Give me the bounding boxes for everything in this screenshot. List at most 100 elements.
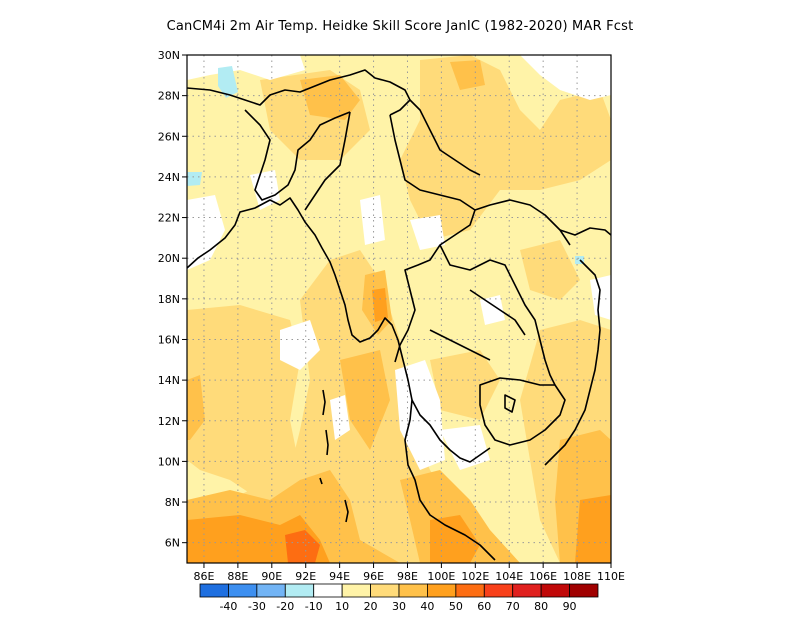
lon-tick-label: 108E: [563, 570, 591, 583]
map-title: CanCM4i 2m Air Temp. Heidke Skill Score …: [166, 19, 634, 34]
colorbar-label: 90: [563, 600, 577, 613]
field-0: [187, 195, 225, 270]
field-neg10-0: [218, 66, 238, 98]
field-0: [280, 320, 320, 370]
colorbar-label: -10: [305, 600, 323, 613]
graticule: [187, 55, 611, 563]
map-frame: [186, 54, 612, 564]
colorbar-label: 40: [420, 600, 434, 613]
island: [504, 394, 516, 413]
coastline: [544, 259, 601, 466]
lon-tick-label: 102E: [461, 570, 489, 583]
lat-tick-label: 22N: [158, 212, 180, 225]
map-axes: 30N 28N 26N 24N 22N 20N 18N 16N 14N 12N 10N 8N 6N 86E…: [158, 49, 625, 583]
colorbar-swatch: [284, 583, 315, 598]
coastline: [187, 197, 496, 561]
lat-tick-label: 28N: [158, 90, 180, 103]
colorbar-label: 50: [449, 600, 463, 613]
colorbar-swatch: [256, 583, 286, 598]
border: [439, 244, 556, 386]
colorbar-swatch: [199, 583, 229, 598]
lat-tick-label: 24N: [158, 171, 180, 184]
field-0: [330, 395, 350, 440]
lat-tick-label: 12N: [158, 415, 180, 428]
colorbar-swatch: [569, 583, 599, 598]
border: [479, 377, 566, 446]
coastline: [559, 227, 611, 236]
field-40-50: [372, 288, 388, 322]
coastline: [411, 399, 491, 463]
field-0: [480, 295, 505, 325]
shaded-field: [187, 55, 611, 563]
colorbar-label: 80: [534, 600, 548, 613]
field-30-40: [450, 60, 485, 90]
lon-tick-label: 94E: [329, 570, 350, 583]
colorbar-swatch: [540, 583, 570, 598]
island: [344, 499, 349, 523]
field-50-60: [285, 530, 320, 563]
colorbar-swatch: [455, 583, 485, 598]
lon-tick-label: 90E: [261, 570, 282, 583]
border: [304, 111, 351, 211]
field-0: [590, 275, 611, 320]
colorbar-label: -20: [276, 600, 294, 613]
colorbar-swatch: [427, 583, 457, 598]
lat-tick-label: 6N: [165, 537, 180, 550]
colorbar-label: 60: [477, 600, 491, 613]
colorbar-swatch: [341, 583, 371, 598]
lon-tick-label: 86E: [193, 570, 214, 583]
lon-tick-label: 98E: [397, 570, 418, 583]
field-neg10-0: [187, 172, 202, 186]
field-20-30: [430, 350, 500, 420]
lon-tick-label: 88E: [227, 570, 248, 583]
lon-tick-label: 106E: [529, 570, 557, 583]
lon-tick-label: 110E: [597, 570, 625, 583]
lat-tick-label: 8N: [165, 496, 180, 509]
lat-tick-label: 16N: [158, 333, 180, 346]
lat-tick-label: 14N: [158, 374, 180, 387]
lat-tick-label: 18N: [158, 293, 180, 306]
colorbar-label: 20: [364, 600, 378, 613]
border: [469, 289, 526, 336]
border: [389, 114, 476, 363]
colorbar-swatch: [313, 583, 343, 598]
field-30-40: [340, 350, 390, 450]
lat-tick-label: 26N: [158, 130, 180, 143]
field-20-30: [520, 240, 580, 300]
lon-tick-label: 96E: [363, 570, 384, 583]
colorbar-label: -30: [248, 600, 266, 613]
lon-tick-label: 104E: [495, 570, 523, 583]
colorbar-label: 70: [506, 600, 520, 613]
field-0: [440, 425, 490, 470]
lat-tick-label: 20N: [158, 252, 180, 265]
island: [322, 389, 326, 416]
field-0: [410, 215, 445, 250]
colorbar-swatch: [483, 583, 514, 598]
island: [325, 429, 329, 456]
lon-tick-label: 100E: [427, 570, 455, 583]
field-20-30: [400, 55, 611, 240]
colorbar-swatch: [398, 583, 428, 598]
colorbar-swatch: [370, 583, 400, 598]
colorbar-label: 10: [335, 600, 349, 613]
colorbar: -40 -30 -20 -10 10 20 30 40 50 60 70 80 90: [199, 583, 599, 613]
border: [244, 109, 351, 201]
colorbar-label: -40: [219, 600, 237, 613]
colorbar-label: 30: [392, 600, 406, 613]
lat-tick-label: 10N: [158, 455, 180, 468]
lon-tick-label: 92E: [295, 570, 316, 583]
border: [429, 329, 491, 361]
field-40-50: [575, 495, 611, 563]
island: [319, 477, 323, 485]
field-40-50: [430, 515, 480, 563]
field-30-40: [187, 375, 205, 440]
lat-tick-label: 30N: [158, 49, 180, 62]
field-0: [360, 195, 385, 245]
field-0: [187, 55, 305, 80]
colorbar-swatch: [228, 583, 258, 598]
coastlines-borders: [187, 69, 611, 561]
border: [187, 69, 411, 116]
border: [409, 99, 481, 176]
colorbar-swatch: [512, 583, 542, 598]
